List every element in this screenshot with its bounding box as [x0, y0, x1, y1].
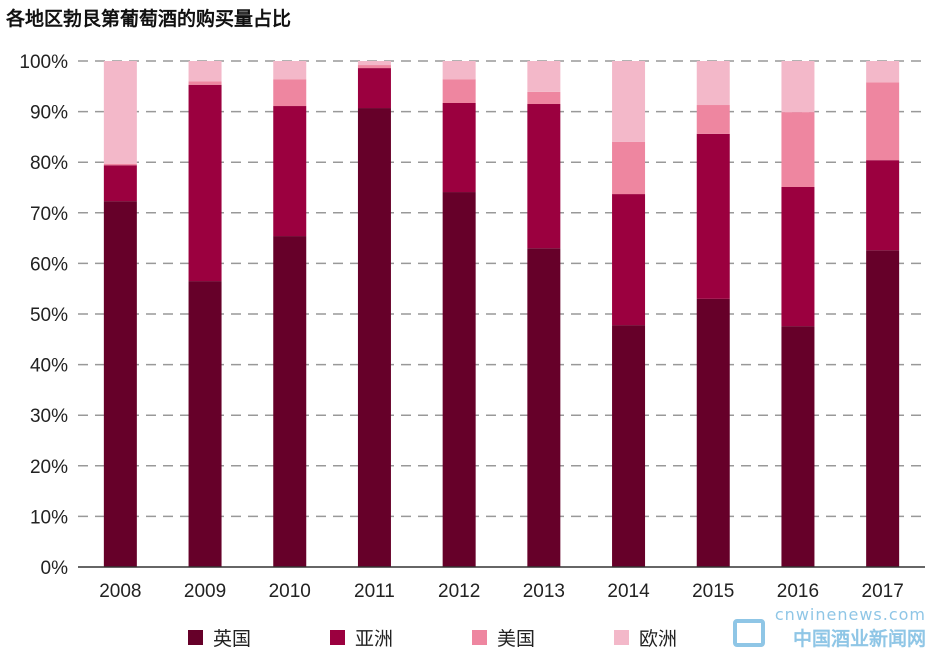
bar-segment-2009 — [188, 281, 222, 567]
bar-segment-2014 — [612, 194, 646, 326]
x-tick-label: 2009 — [184, 581, 226, 602]
bar-segment-2017 — [866, 160, 900, 251]
bar-segment-2011 — [357, 65, 391, 69]
x-tick-label: 2012 — [438, 581, 480, 602]
bar-segment-2011 — [357, 108, 391, 568]
y-tick-label: 30% — [30, 406, 68, 427]
legend-item: 亚洲 — [330, 624, 472, 651]
bar-segment-2011 — [357, 61, 391, 66]
watermark-url: cnwinenews.com — [774, 605, 926, 624]
legend: 英国 亚洲 美国 欧洲 — [188, 624, 756, 651]
bar-segment-2013 — [527, 104, 561, 249]
watermark-logo-icon — [733, 619, 765, 647]
bar-segment-2009 — [188, 81, 222, 85]
legend-label: 英国 — [213, 628, 252, 650]
bar-segment-2016 — [781, 112, 815, 187]
bar-segment-2012 — [442, 102, 476, 193]
bar-segment-2014 — [612, 61, 646, 142]
bar-segment-2017 — [866, 82, 900, 161]
bar-segment-2017 — [866, 250, 900, 567]
bar-segment-2009 — [188, 61, 222, 82]
bar-segment-2008 — [103, 61, 137, 164]
bar-segment-2017 — [866, 61, 900, 83]
x-tick-label: 2016 — [777, 581, 819, 602]
legend-swatch — [188, 630, 203, 645]
legend-label: 欧洲 — [639, 628, 678, 650]
bar-segment-2013 — [527, 91, 561, 105]
legend-swatch — [330, 630, 345, 645]
x-tick-label: 2015 — [692, 581, 734, 602]
y-tick-label: 80% — [30, 153, 68, 174]
legend-item: 美国 — [472, 624, 614, 651]
bar-segment-2013 — [527, 61, 561, 92]
bar-segment-2011 — [357, 68, 391, 109]
x-tick-label: 2008 — [99, 581, 141, 602]
legend-swatch — [472, 630, 487, 645]
legend-label: 亚洲 — [355, 628, 394, 650]
y-tick-label: 70% — [30, 204, 68, 225]
bar-segment-2016 — [781, 61, 815, 113]
bar-segment-2014 — [612, 141, 646, 195]
y-tick-label: 50% — [30, 305, 68, 326]
x-tick-label: 2011 — [354, 581, 395, 602]
bar-segment-2015 — [696, 61, 730, 106]
y-tick-label: 90% — [30, 103, 68, 124]
y-tick-label: 20% — [30, 457, 68, 478]
bar-segment-2008 — [103, 163, 137, 166]
bar-segment-2015 — [696, 133, 730, 299]
bar-segment-2010 — [273, 236, 307, 568]
bar-segment-2008 — [103, 165, 137, 202]
bar-segment-2015 — [696, 105, 730, 134]
x-tick-label: 2010 — [269, 581, 311, 602]
bar-segment-2012 — [442, 192, 476, 567]
chart-title: 各地区勃艮第葡萄酒的购买量占比 — [6, 8, 292, 30]
legend-item: 欧洲 — [614, 624, 756, 651]
y-tick-label: 10% — [30, 507, 68, 528]
watermark-site-name: 中国酒业新闻网 — [792, 628, 926, 650]
legend-swatch — [614, 630, 629, 645]
bar-segment-2012 — [442, 79, 476, 103]
bar-segment-2008 — [103, 201, 137, 568]
bar-segment-2016 — [781, 326, 815, 567]
bar-segment-2010 — [273, 79, 307, 107]
legend-item: 英国 — [188, 624, 330, 651]
legend-label: 美国 — [497, 628, 536, 650]
y-tick-label: 100% — [19, 52, 68, 73]
bar-segment-2010 — [273, 106, 307, 237]
x-tick-label: 2013 — [523, 581, 565, 602]
x-tick-label: 2017 — [862, 581, 904, 602]
bar-segment-2010 — [273, 61, 307, 80]
bar-segment-2013 — [527, 248, 561, 567]
y-tick-label: 40% — [30, 356, 68, 377]
x-tick-label: 2014 — [607, 581, 650, 602]
bar-segment-2012 — [442, 61, 476, 80]
bar-segment-2015 — [696, 298, 730, 567]
bar-segment-2016 — [781, 186, 815, 327]
watermark: cnwinenews.com 中国酒业新闻网 — [775, 605, 926, 651]
y-tick-label: 60% — [30, 254, 68, 275]
bar-segment-2014 — [612, 325, 646, 567]
bar-segment-2009 — [188, 84, 222, 282]
y-tick-label: 0% — [41, 558, 69, 579]
